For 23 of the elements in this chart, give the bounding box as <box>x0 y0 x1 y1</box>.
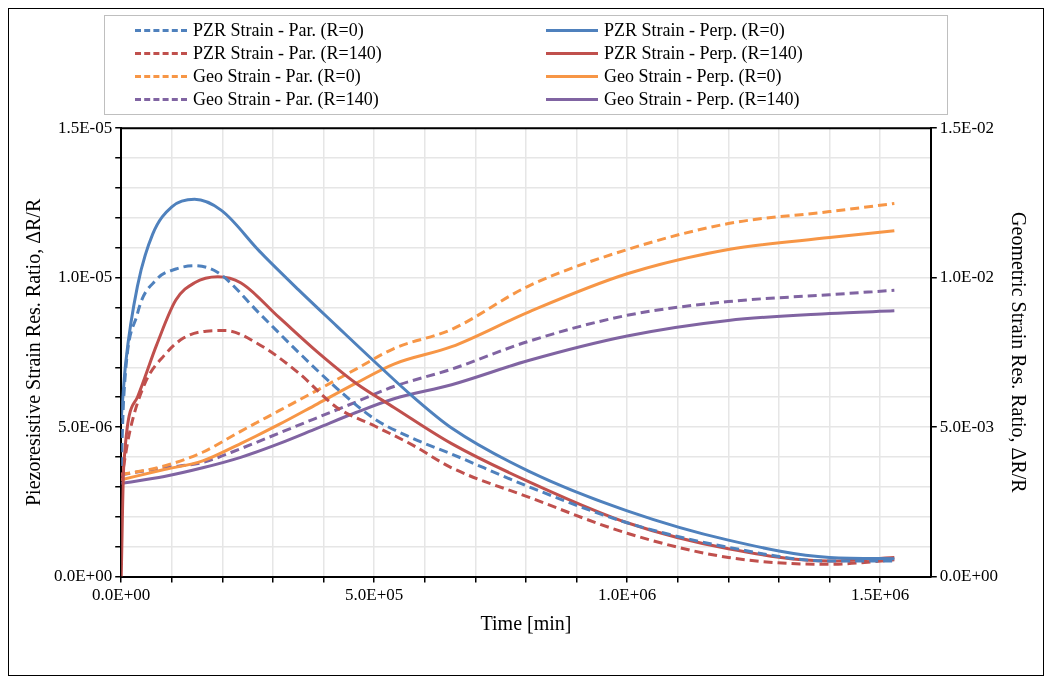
y2-tick-label: 1.5E-02 <box>939 117 995 137</box>
legend-label: Geo Strain - Par. (R=140) <box>193 89 379 110</box>
y2-tick-label: 1.0E-02 <box>939 267 995 287</box>
legend-label: Geo Strain - Perp. (R=0) <box>604 66 782 87</box>
legend-label: PZR Strain - Par. (R=0) <box>193 20 364 41</box>
y-tick-label: 1.5E-05 <box>57 117 113 137</box>
x-axis-title: Time [min] <box>480 612 572 635</box>
x-tick-label: 1.5E+06 <box>851 585 910 605</box>
legend-label: Geo Strain - Perp. (R=140) <box>604 89 800 110</box>
x-tick-label: 0.0E+00 <box>92 585 151 605</box>
y-tick-label: 0.0E+00 <box>53 566 113 586</box>
y-axis-title: Piezoresistive Strain Res. Ratio, ΔR/R <box>22 198 45 507</box>
legend-label: PZR Strain - Perp. (R=0) <box>604 20 785 41</box>
y2-axis-title: Geometric Strain Res. Ratio, ΔR/R <box>1007 212 1030 494</box>
legend-label: PZR Strain - Perp. (R=140) <box>604 43 803 64</box>
y-tick-label: 5.0E-06 <box>57 416 113 436</box>
legend-label: Geo Strain - Par. (R=0) <box>193 66 361 87</box>
y2-tick-label: 0.0E+00 <box>939 566 999 586</box>
y2-tick-label: 5.0E-03 <box>939 416 995 436</box>
x-tick-label: 1.0E+06 <box>598 585 657 605</box>
y-tick-label: 1.0E-05 <box>57 267 113 287</box>
x-tick-label: 5.0E+05 <box>345 585 404 605</box>
legend-label: PZR Strain - Par. (R=140) <box>193 43 382 64</box>
